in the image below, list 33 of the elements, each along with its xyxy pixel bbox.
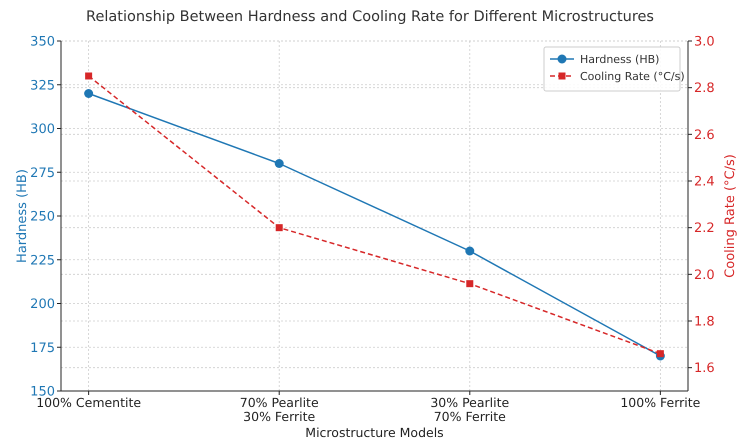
y2-tick-label: 2.8 [694,81,715,96]
y2-axis-title: Cooling Rate (°C/s) [723,154,738,278]
y2-tick-label: 2.6 [694,128,715,143]
point [274,159,284,168]
y-tick-label: 250 [30,210,55,224]
y-tick-label: 350 [30,34,55,50]
y-tick-label: 300 [30,122,55,137]
y2-tick-label: 1.6 [694,361,715,376]
y2-tick-label: 2.2 [694,221,715,236]
legend-label: Cooling Rate (°C/s) [580,70,685,83]
point [465,246,474,256]
x-tick-label: 100% Cementite [36,395,142,410]
point [276,224,283,232]
y2-tick-label: 2.0 [694,268,715,283]
x-tick-label: 100% Ferrite [620,395,701,410]
y-tick-label: 200 [30,297,55,312]
y-tick-label: 275 [30,166,55,181]
x-tick-label: 30% Pearlite 70% Ferrite [430,395,510,424]
chart-title: Relationship Between Hardness and Cooling Rate for Different Microstructures [86,9,654,25]
y-tick-label: 325 [30,78,55,94]
y2-tick-label: 1.8 [694,314,715,330]
y-tick-label: 175 [30,340,55,356]
y2-tick-label: 3.0 [694,34,715,50]
x-tick-label: 70% Pearlite 30% Ferrite [240,395,319,424]
point [84,89,94,98]
x-axis-title: Microstructure Models [305,425,444,440]
y2-tick-label: 2.4 [694,174,715,190]
legend-label: Hardness (HB) [580,53,660,66]
point [656,350,664,358]
point [85,72,92,80]
y-tick-label: 225 [30,253,55,268]
point [466,280,474,288]
y-axis-title: Hardness (HB) [15,169,30,263]
